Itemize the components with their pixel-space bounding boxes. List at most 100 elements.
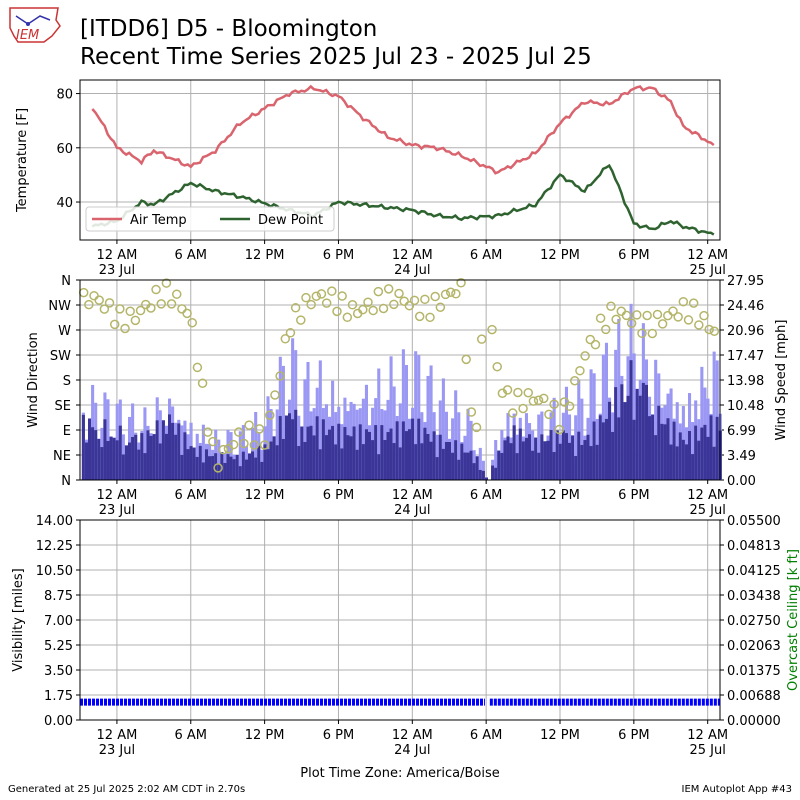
wind-gust-bar (654, 359, 658, 480)
wind-gust-bar (401, 349, 405, 480)
wind-gust-bar (377, 368, 381, 480)
wind-speed-bar (128, 442, 132, 480)
wind-direction-point (476, 334, 487, 344)
wind-direction-point (528, 396, 539, 406)
wind-speed-bar (149, 435, 153, 480)
wind-speed-bar (81, 414, 85, 480)
wind-direction-point (637, 328, 647, 339)
wind-speed-bar (568, 442, 572, 480)
wind-speed-bar (715, 416, 719, 480)
wind-gust-bar (481, 460, 485, 480)
visibility-tick-label: 7.00 (44, 614, 73, 629)
wind-speed-bar (712, 446, 716, 480)
wind-gust-bar (669, 388, 673, 480)
wind-gust-bar (429, 365, 433, 480)
wind-gust-bar (478, 447, 482, 480)
wind-speed-bar (448, 442, 452, 480)
wind-direction-point (265, 410, 275, 420)
wind-direction-point (652, 309, 663, 320)
wind-speed-bar (303, 441, 307, 480)
wind-speed-bar (97, 438, 101, 480)
wind-direction-point (663, 310, 673, 321)
wind-direction-point (249, 440, 260, 450)
wind-gust-bar (303, 379, 307, 480)
wind-speed-bar (641, 382, 645, 480)
wind-gust-bar (712, 351, 716, 480)
wind-speed-bar (226, 454, 230, 480)
wind-speed-bar (208, 456, 212, 480)
ceiling-axis-label: Overcast Ceiling [k ft] (786, 549, 800, 691)
wind-speed-bar (564, 433, 568, 480)
wind-speed-bar (592, 421, 596, 480)
x-tick-label: 6 PM (618, 488, 649, 503)
wind-direction-point (425, 312, 435, 323)
x-tick-label: 12 AM (97, 728, 138, 743)
wind-speed-bar (174, 434, 178, 480)
wind-speed-bar (531, 450, 535, 480)
x-tick-date-label: 25 Jul (690, 263, 726, 278)
wind-gust-bar (143, 407, 147, 480)
wind-direction-point (539, 393, 549, 404)
wind-speed-bar (709, 415, 713, 480)
wind-direction-point (337, 291, 347, 301)
wind-direction-point (595, 313, 606, 323)
wind-direction-point (270, 390, 280, 400)
wind-direction-point (296, 315, 306, 325)
wind-speed-bar (454, 440, 458, 480)
wind-direction-point (704, 324, 714, 335)
wind-direction-point (327, 286, 337, 296)
wind-direction-point (507, 408, 518, 418)
wind-speed-bar (309, 425, 313, 480)
wind-direction-point (688, 298, 699, 308)
wind-direction-point (399, 296, 409, 306)
wind-gust-bar (632, 353, 636, 480)
wind-gust-bar (441, 378, 445, 480)
wind-speed-bar (441, 448, 445, 480)
wind-gust-bar (306, 361, 310, 480)
wind-speed-bar (681, 439, 685, 480)
x-tick-date-label: 24 Jul (394, 743, 430, 758)
wind-gust-bar (454, 390, 458, 480)
wind-direction-point (280, 334, 291, 344)
wind-speed-bar (478, 469, 482, 480)
wind-direction-point (332, 306, 342, 317)
wind-speed-bar (580, 444, 584, 480)
speed-tick-label: 6.99 (727, 424, 756, 439)
wind-speed-bar (623, 402, 627, 480)
wind-speed-bar (229, 456, 233, 480)
wind-gust-bar (355, 409, 359, 480)
ceiling-tick-label: 0.03438 (727, 589, 781, 604)
wind-speed-bar (238, 466, 242, 480)
wind-gust-bar (552, 397, 556, 480)
y-tick-label: 80 (56, 88, 73, 103)
wind-speed-bar (420, 443, 424, 480)
wind-speed-bar (269, 441, 273, 480)
wind-speed-bar (337, 423, 341, 480)
wind-direction-point (84, 299, 94, 310)
wind-speed-bar (703, 424, 707, 480)
visibility-tick-label: 5.25 (44, 639, 73, 654)
x-tick-date-label: 25 Jul (690, 503, 726, 518)
wind-speed-bar (377, 454, 381, 480)
wind-direction-point (585, 334, 596, 345)
wind-direction-point (668, 306, 678, 316)
wind-speed-bar (408, 429, 412, 480)
wind-speed-bar (189, 446, 193, 480)
wind-gust-bar (318, 360, 322, 480)
wind-speed-bar (438, 434, 442, 480)
wind-speed-bar (349, 436, 353, 480)
wind-speed-bar (577, 431, 581, 480)
wind-direction-point (187, 317, 197, 328)
wind-gust-bar (604, 342, 608, 480)
wind-gust-bar (589, 369, 593, 480)
wind-direction-point (171, 289, 182, 299)
wind-direction-point (492, 361, 502, 372)
wind-speed-bar (672, 421, 676, 480)
wind-speed-bar (137, 449, 141, 480)
wind-gust-bar (574, 415, 578, 480)
wind-speed-bar (608, 401, 612, 480)
wind-speed-bar (666, 418, 670, 480)
wind-direction-point (430, 291, 440, 302)
wind-speed-bar (586, 434, 590, 480)
